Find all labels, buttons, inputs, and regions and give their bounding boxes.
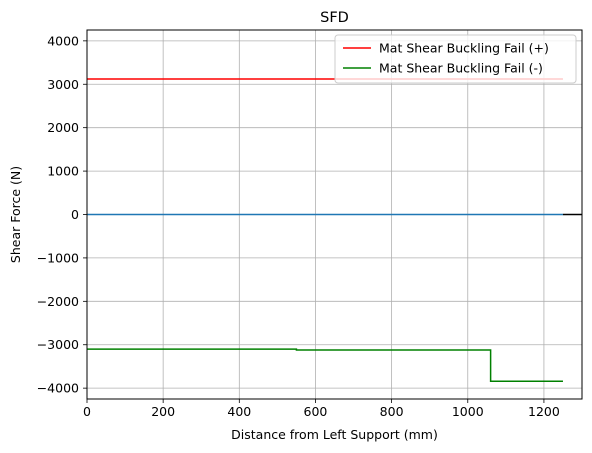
y-axis-ticks: −4000 −3000 −2000 −1000 0 1000 2000 3000 4000	[37, 33, 87, 396]
y-tick-label: 3000	[47, 77, 79, 92]
x-tick-label: 600	[304, 404, 328, 419]
legend-label: Mat Shear Buckling Fail (-)	[379, 61, 543, 76]
y-tick-label: 0	[71, 207, 79, 222]
chart-title: SFD	[320, 10, 349, 26]
series-lines	[87, 78, 582, 382]
x-tick-label: 400	[227, 404, 251, 419]
x-tick-label: 1000	[452, 404, 484, 419]
x-tick-label: 1200	[528, 404, 560, 419]
y-tick-label: 1000	[47, 164, 79, 179]
y-tick-label: 2000	[47, 120, 79, 135]
x-tick-label: 200	[151, 404, 175, 419]
legend-box	[334, 34, 577, 84]
series-line-1	[87, 348, 563, 382]
y-axis-label: Shear Force (N)	[8, 166, 23, 263]
y-tick-label: 4000	[47, 33, 79, 48]
x-tick-label: 0	[83, 404, 91, 419]
x-axis-label: Distance from Left Support (mm)	[231, 427, 438, 442]
legend: Mat Shear Buckling Fail (+) Mat Shear Buc…	[334, 34, 577, 84]
y-tick-label: −4000	[37, 381, 79, 396]
y-tick-label: −2000	[37, 294, 79, 309]
x-tick-label: 800	[380, 404, 404, 419]
y-tick-label: −1000	[37, 250, 79, 265]
legend-label: Mat Shear Buckling Fail (+)	[379, 41, 549, 56]
y-tick-label: −3000	[37, 337, 79, 352]
x-axis-ticks: 0 200 400 600 800 1000 1200	[83, 399, 560, 419]
